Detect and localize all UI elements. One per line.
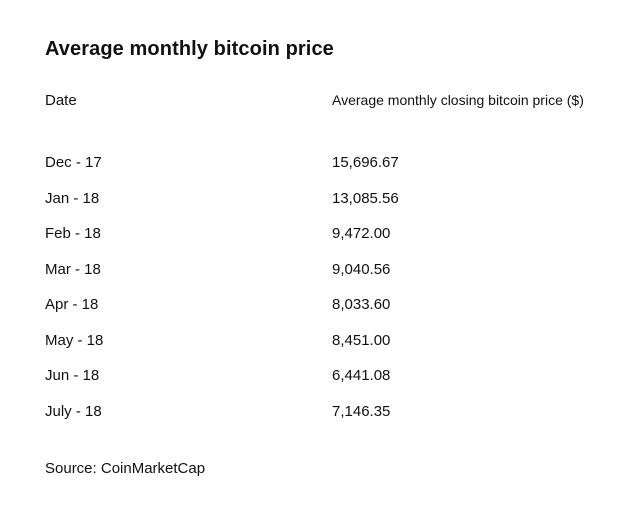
table-cell-date: Jan - 18 [45, 189, 100, 207]
table-cell-price: 13,085.56 [332, 189, 399, 207]
table-cell-date: Jun - 18 [45, 367, 100, 384]
source-note: Source: CoinMarketCap [45, 460, 206, 477]
chart-title: Average monthly bitcoin price [45, 38, 334, 60]
table-cell-date: May - 18 [45, 331, 104, 349]
table-header-price: Average monthly closing bitcoin price ($… [332, 92, 584, 108]
table-row: Jan - 18 13,085.56 [0, 190, 640, 210]
table-cell-price: 9,472.00 [332, 225, 391, 242]
table-cell-date: Dec - 17 [45, 154, 102, 171]
table-row: Dec - 17 15,696.67 [0, 154, 640, 174]
table-cell-date: Mar - 18 [45, 260, 101, 278]
table-cell-date: Feb - 18 [45, 225, 101, 242]
table-cell-price: 7,146.35 [332, 402, 391, 420]
table-row: Apr - 18 8,033.60 [0, 296, 640, 316]
table-row: Feb - 18 9,472.00 [0, 225, 640, 245]
table-cell-price: 8,033.60 [332, 296, 391, 313]
table-cell-date: July - 18 [45, 402, 102, 420]
table-cell-price: 15,696.67 [332, 154, 399, 171]
table-row: May - 18 8,451.00 [0, 332, 640, 352]
table-cell-price: 6,441.08 [332, 367, 391, 384]
table-cell-date: Apr - 18 [45, 296, 99, 313]
table-row: Mar - 18 9,040.56 [0, 261, 640, 281]
table-cell-price: 8,451.00 [332, 331, 391, 349]
table-cell-price: 9,040.56 [332, 260, 391, 278]
table-row: July - 18 7,146.35 [0, 403, 640, 423]
table-row: Jun - 18 6,441.08 [0, 367, 640, 387]
table-header-date: Date [45, 92, 77, 109]
